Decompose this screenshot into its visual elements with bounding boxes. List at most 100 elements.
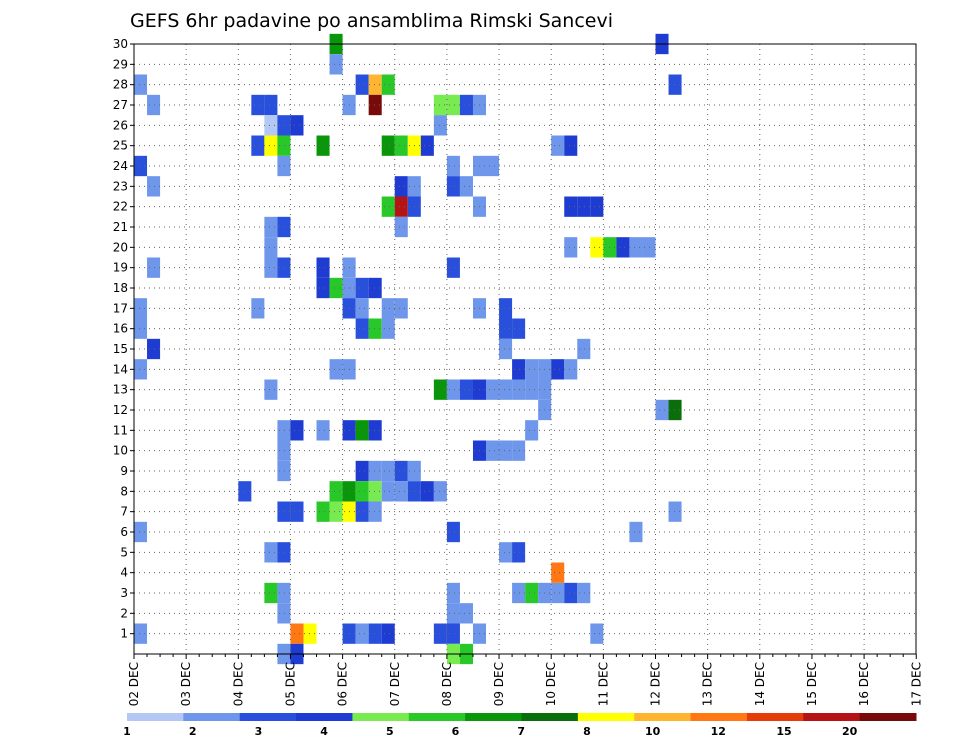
colorbar-swatch xyxy=(239,713,297,721)
colorbar-swatch xyxy=(408,713,466,721)
heatmap-cell xyxy=(277,155,291,177)
heatmap-cell xyxy=(264,115,278,136)
y-tick-label: 18 xyxy=(113,281,128,295)
heatmap-cell xyxy=(134,155,148,177)
colorbar-swatch xyxy=(577,713,635,721)
heatmap-cell xyxy=(368,623,382,644)
heatmap-cell xyxy=(264,379,278,400)
heatmap-cell xyxy=(355,420,369,441)
colorbar-label: 3 xyxy=(255,725,263,738)
heatmap-cell xyxy=(264,257,278,278)
heatmap-cell xyxy=(264,94,278,116)
y-tick-label: 4 xyxy=(120,566,128,580)
heatmap-cell xyxy=(134,298,148,319)
heatmap-cell xyxy=(564,135,578,156)
y-tick-label: 20 xyxy=(113,240,128,254)
heatmap-cell xyxy=(355,298,369,319)
heatmap-cell xyxy=(551,562,565,583)
heatmap-cell xyxy=(277,115,291,136)
heatmap-cell xyxy=(642,237,656,258)
y-tick-label: 9 xyxy=(120,464,128,478)
heatmap-cell xyxy=(629,237,643,258)
heatmap-cell xyxy=(446,155,460,177)
colorbar-swatch xyxy=(690,713,748,721)
heatmap-cell xyxy=(525,582,539,604)
heatmap-cell xyxy=(433,94,447,116)
heatmap-cell xyxy=(381,481,395,502)
x-tick-label: 09 DEC xyxy=(492,662,506,706)
heatmap-cell xyxy=(251,298,265,319)
y-tick-label: 19 xyxy=(113,261,128,275)
x-axis: 02 DEC 03 DEC 04 DEC 05 DEC 06 DEC 07 DEC 08 D… xyxy=(127,654,923,706)
colorbar-label: 6 xyxy=(452,725,460,738)
heatmap-cell xyxy=(499,440,513,461)
heatmap-cells xyxy=(134,33,682,665)
heatmap-cell xyxy=(355,460,369,482)
y-tick-label: 29 xyxy=(113,57,128,71)
y-tick-label: 7 xyxy=(120,505,128,519)
heatmap-cell xyxy=(433,481,447,502)
heatmap-cell xyxy=(394,196,408,217)
y-tick-label: 11 xyxy=(113,423,128,437)
colorbar-swatch xyxy=(127,713,184,721)
heatmap-cell xyxy=(551,582,565,604)
dotted-grid xyxy=(134,43,916,654)
colorbar-swatch xyxy=(803,713,861,721)
colorbar-swatch xyxy=(634,713,692,721)
y-tick-label: 16 xyxy=(113,322,128,336)
x-tick-label: 08 DEC xyxy=(440,662,454,706)
heatmap-cell xyxy=(564,582,578,604)
heatmap-cell xyxy=(459,379,473,400)
heatmap-cell xyxy=(525,359,539,380)
heatmap-cell xyxy=(446,603,460,624)
x-tick-label: 02 DEC xyxy=(127,662,141,706)
heatmap-cell xyxy=(277,582,291,604)
heatmap-cell xyxy=(355,481,369,502)
y-tick-label: 21 xyxy=(113,220,128,234)
heatmap-cell xyxy=(355,318,369,339)
heatmap-cell xyxy=(499,298,513,319)
heatmap-cell xyxy=(459,176,473,197)
heatmap-cell xyxy=(446,176,460,197)
heatmap-cell xyxy=(590,623,604,644)
heatmap-cell xyxy=(486,440,500,461)
heatmap-cell xyxy=(368,74,382,95)
heatmap-cell xyxy=(668,501,682,522)
heatmap-cell xyxy=(329,481,343,502)
colorbar-label: 5 xyxy=(386,725,394,738)
x-tick-label: 05 DEC xyxy=(283,662,297,706)
heatmap-cell xyxy=(394,176,408,197)
y-tick-label: 25 xyxy=(113,139,128,153)
heatmap-cell xyxy=(590,196,604,217)
y-tick-label: 1 xyxy=(120,627,128,641)
heatmap-cell xyxy=(486,155,500,177)
heatmap-cell xyxy=(316,135,330,156)
x-tick-label: 14 DEC xyxy=(753,662,767,706)
heatmap-cell xyxy=(655,399,669,421)
heatmap-cell xyxy=(368,318,382,339)
heatmap-cell xyxy=(420,135,434,156)
heatmap-cell xyxy=(134,359,148,380)
heatmap-cell xyxy=(381,623,395,644)
colorbar-label: 1 xyxy=(123,725,131,738)
heatmap-cell xyxy=(551,359,565,380)
heatmap-cell xyxy=(433,379,447,400)
heatmap-cell xyxy=(368,481,382,502)
heatmap-cell xyxy=(368,420,382,441)
heatmap-cell xyxy=(394,460,408,482)
heatmap-cell xyxy=(459,603,473,624)
heatmap-cell xyxy=(525,420,539,441)
heatmap-cell xyxy=(303,623,317,644)
heatmap-cell xyxy=(512,440,526,461)
heatmap-cell xyxy=(577,196,591,217)
heatmap-cell xyxy=(512,318,526,339)
heatmap-cell xyxy=(290,115,304,136)
x-tick-label: 06 DEC xyxy=(336,662,350,706)
heatmap-cell xyxy=(512,359,526,380)
colorbar-label: 8 xyxy=(583,725,591,738)
y-tick-label: 28 xyxy=(113,78,128,92)
heatmap-cell xyxy=(551,135,565,156)
heatmap-cell xyxy=(264,216,278,238)
y-tick-label: 5 xyxy=(120,545,128,559)
